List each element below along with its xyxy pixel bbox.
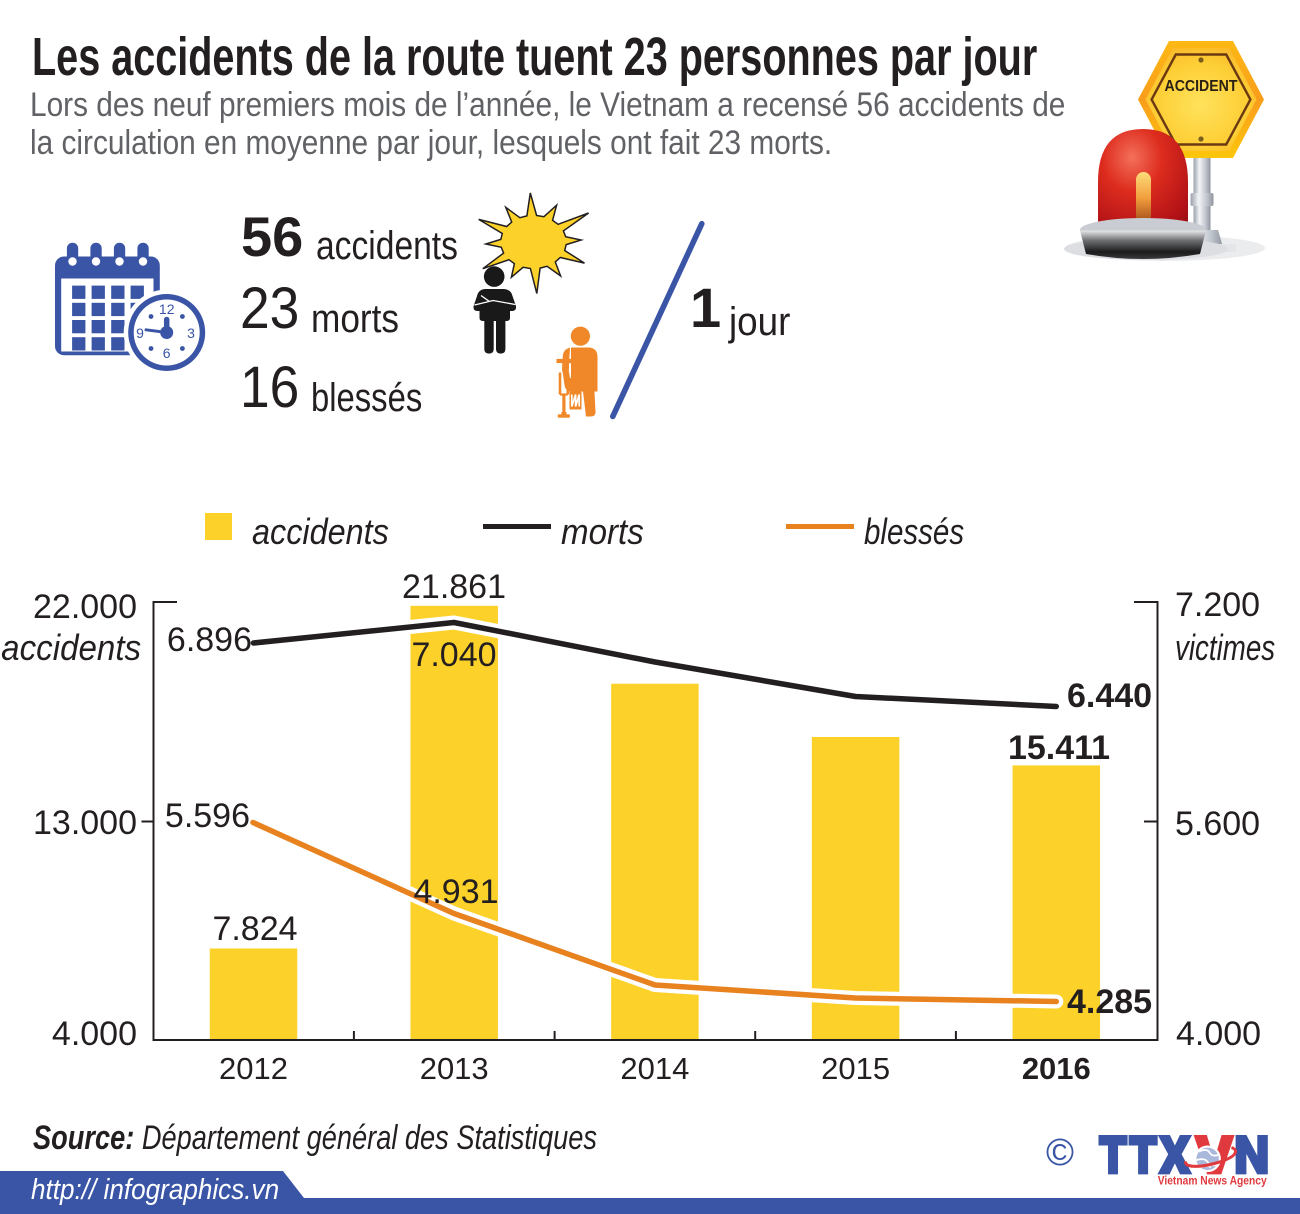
svg-text:9: 9 <box>136 325 144 341</box>
svg-text:3: 3 <box>187 325 195 341</box>
svg-text:12: 12 <box>159 301 175 317</box>
svg-text:Vietnam News Agency: Vietnam News Agency <box>1158 1176 1268 1188</box>
svg-text:ACCIDENT: ACCIDENT <box>1165 78 1238 95</box>
svg-text:6: 6 <box>163 345 171 361</box>
